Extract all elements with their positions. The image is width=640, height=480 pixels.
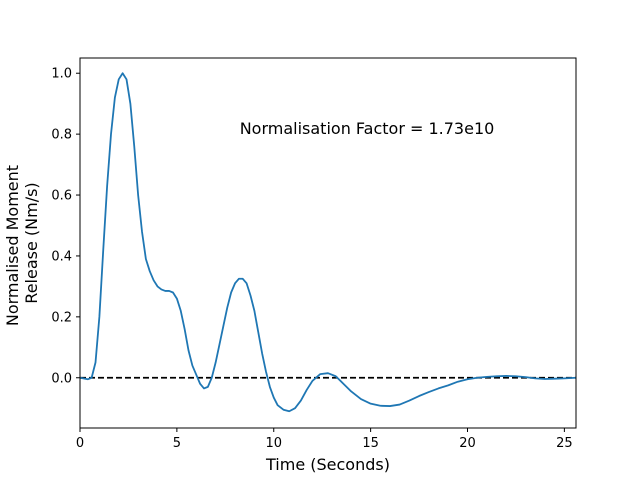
axes-frame: [79, 57, 577, 429]
y-tick-label: 0.4: [51, 249, 72, 264]
normalisation-annotation: Normalisation Factor = 1.73e10: [240, 119, 495, 138]
x-tick-label: 0: [76, 436, 84, 451]
x-axis-label: Time (Seconds): [265, 455, 390, 474]
y-axis-label-line-1: Normalised Moment: [3, 165, 22, 326]
x-axis-ticks: 0 5 10 15 20 25: [76, 428, 573, 451]
plot-area: [79, 72, 577, 413]
x-tick-label: 15: [362, 436, 379, 451]
series-line-1: [79, 72, 577, 413]
y-tick-label: 0.0: [51, 371, 72, 386]
x-tick-label: 10: [265, 436, 282, 451]
y-tick-label: 1.0: [51, 67, 72, 82]
y-tick-label: 0.2: [51, 310, 72, 325]
x-tick-label: 20: [459, 436, 476, 451]
y-tick-label: 0.8: [51, 128, 72, 143]
y-axis-label-line-2: Release (Nm/s): [22, 182, 41, 303]
y-tick-label: 0.6: [51, 189, 72, 204]
y-axis-ticks: 0.0 0.2 0.4 0.6 0.8 1.0: [51, 67, 80, 386]
x-tick-label: 5: [173, 436, 181, 451]
x-tick-label: 25: [556, 436, 573, 451]
y-axis-label: Normalised Moment Release (Nm/s): [3, 160, 41, 326]
